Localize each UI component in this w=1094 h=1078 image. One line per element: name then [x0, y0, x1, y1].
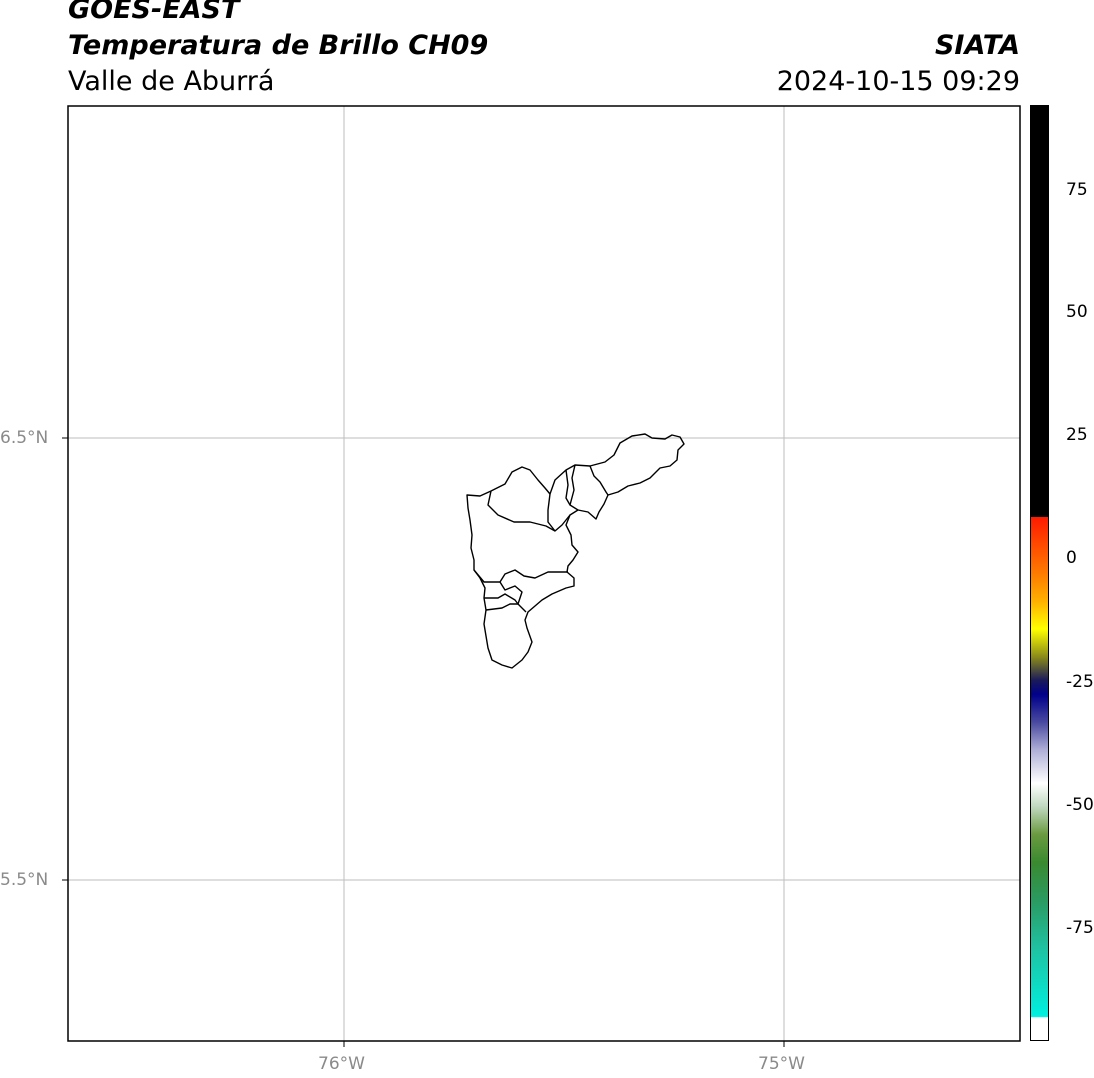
colorbar-tick-label: 0: [1066, 548, 1077, 568]
boundary-8: [484, 593, 519, 605]
lon-label-76w: 76°W: [318, 1054, 365, 1074]
boundary-5: [589, 465, 609, 496]
title-line1: GOES-EAST: [68, 0, 240, 25]
municipality-boundaries: [466, 433, 685, 669]
boundary-2: [547, 493, 571, 532]
org-label: SIATA: [934, 30, 1020, 61]
colorbar-tick-label: 25: [1066, 425, 1088, 445]
subtitle: Valle de Aburrá: [68, 66, 275, 97]
lon-label-75w: 75°W: [758, 1054, 805, 1074]
boundary-6: [473, 569, 568, 583]
lat-label-6-5n: 6.5°N: [0, 428, 49, 448]
colorbar: [1030, 105, 1049, 1041]
boundary-4: [569, 464, 576, 506]
colorbar-tick-label: -25: [1066, 672, 1094, 692]
axis-ticks: [62, 437, 785, 1047]
colorbar-tick-label: -50: [1066, 795, 1094, 815]
map-gridlines: [68, 106, 1020, 1041]
boundary-7: [499, 581, 527, 613]
colorbar-tick-label: 50: [1066, 302, 1088, 322]
colorbar-tick-label: -75: [1066, 918, 1094, 938]
title-line2: Temperatura de Brillo CH09: [68, 30, 489, 61]
boundary-9: [485, 603, 518, 611]
datetime-label: 2024-10-15 09:29: [776, 66, 1020, 97]
lat-label-5-5n: 5.5°N: [0, 870, 49, 890]
boundary-1: [487, 490, 556, 532]
map-frame: [67, 105, 1021, 1042]
colorbar-tick-label: 75: [1066, 180, 1088, 200]
boundary-3: [565, 469, 579, 511]
